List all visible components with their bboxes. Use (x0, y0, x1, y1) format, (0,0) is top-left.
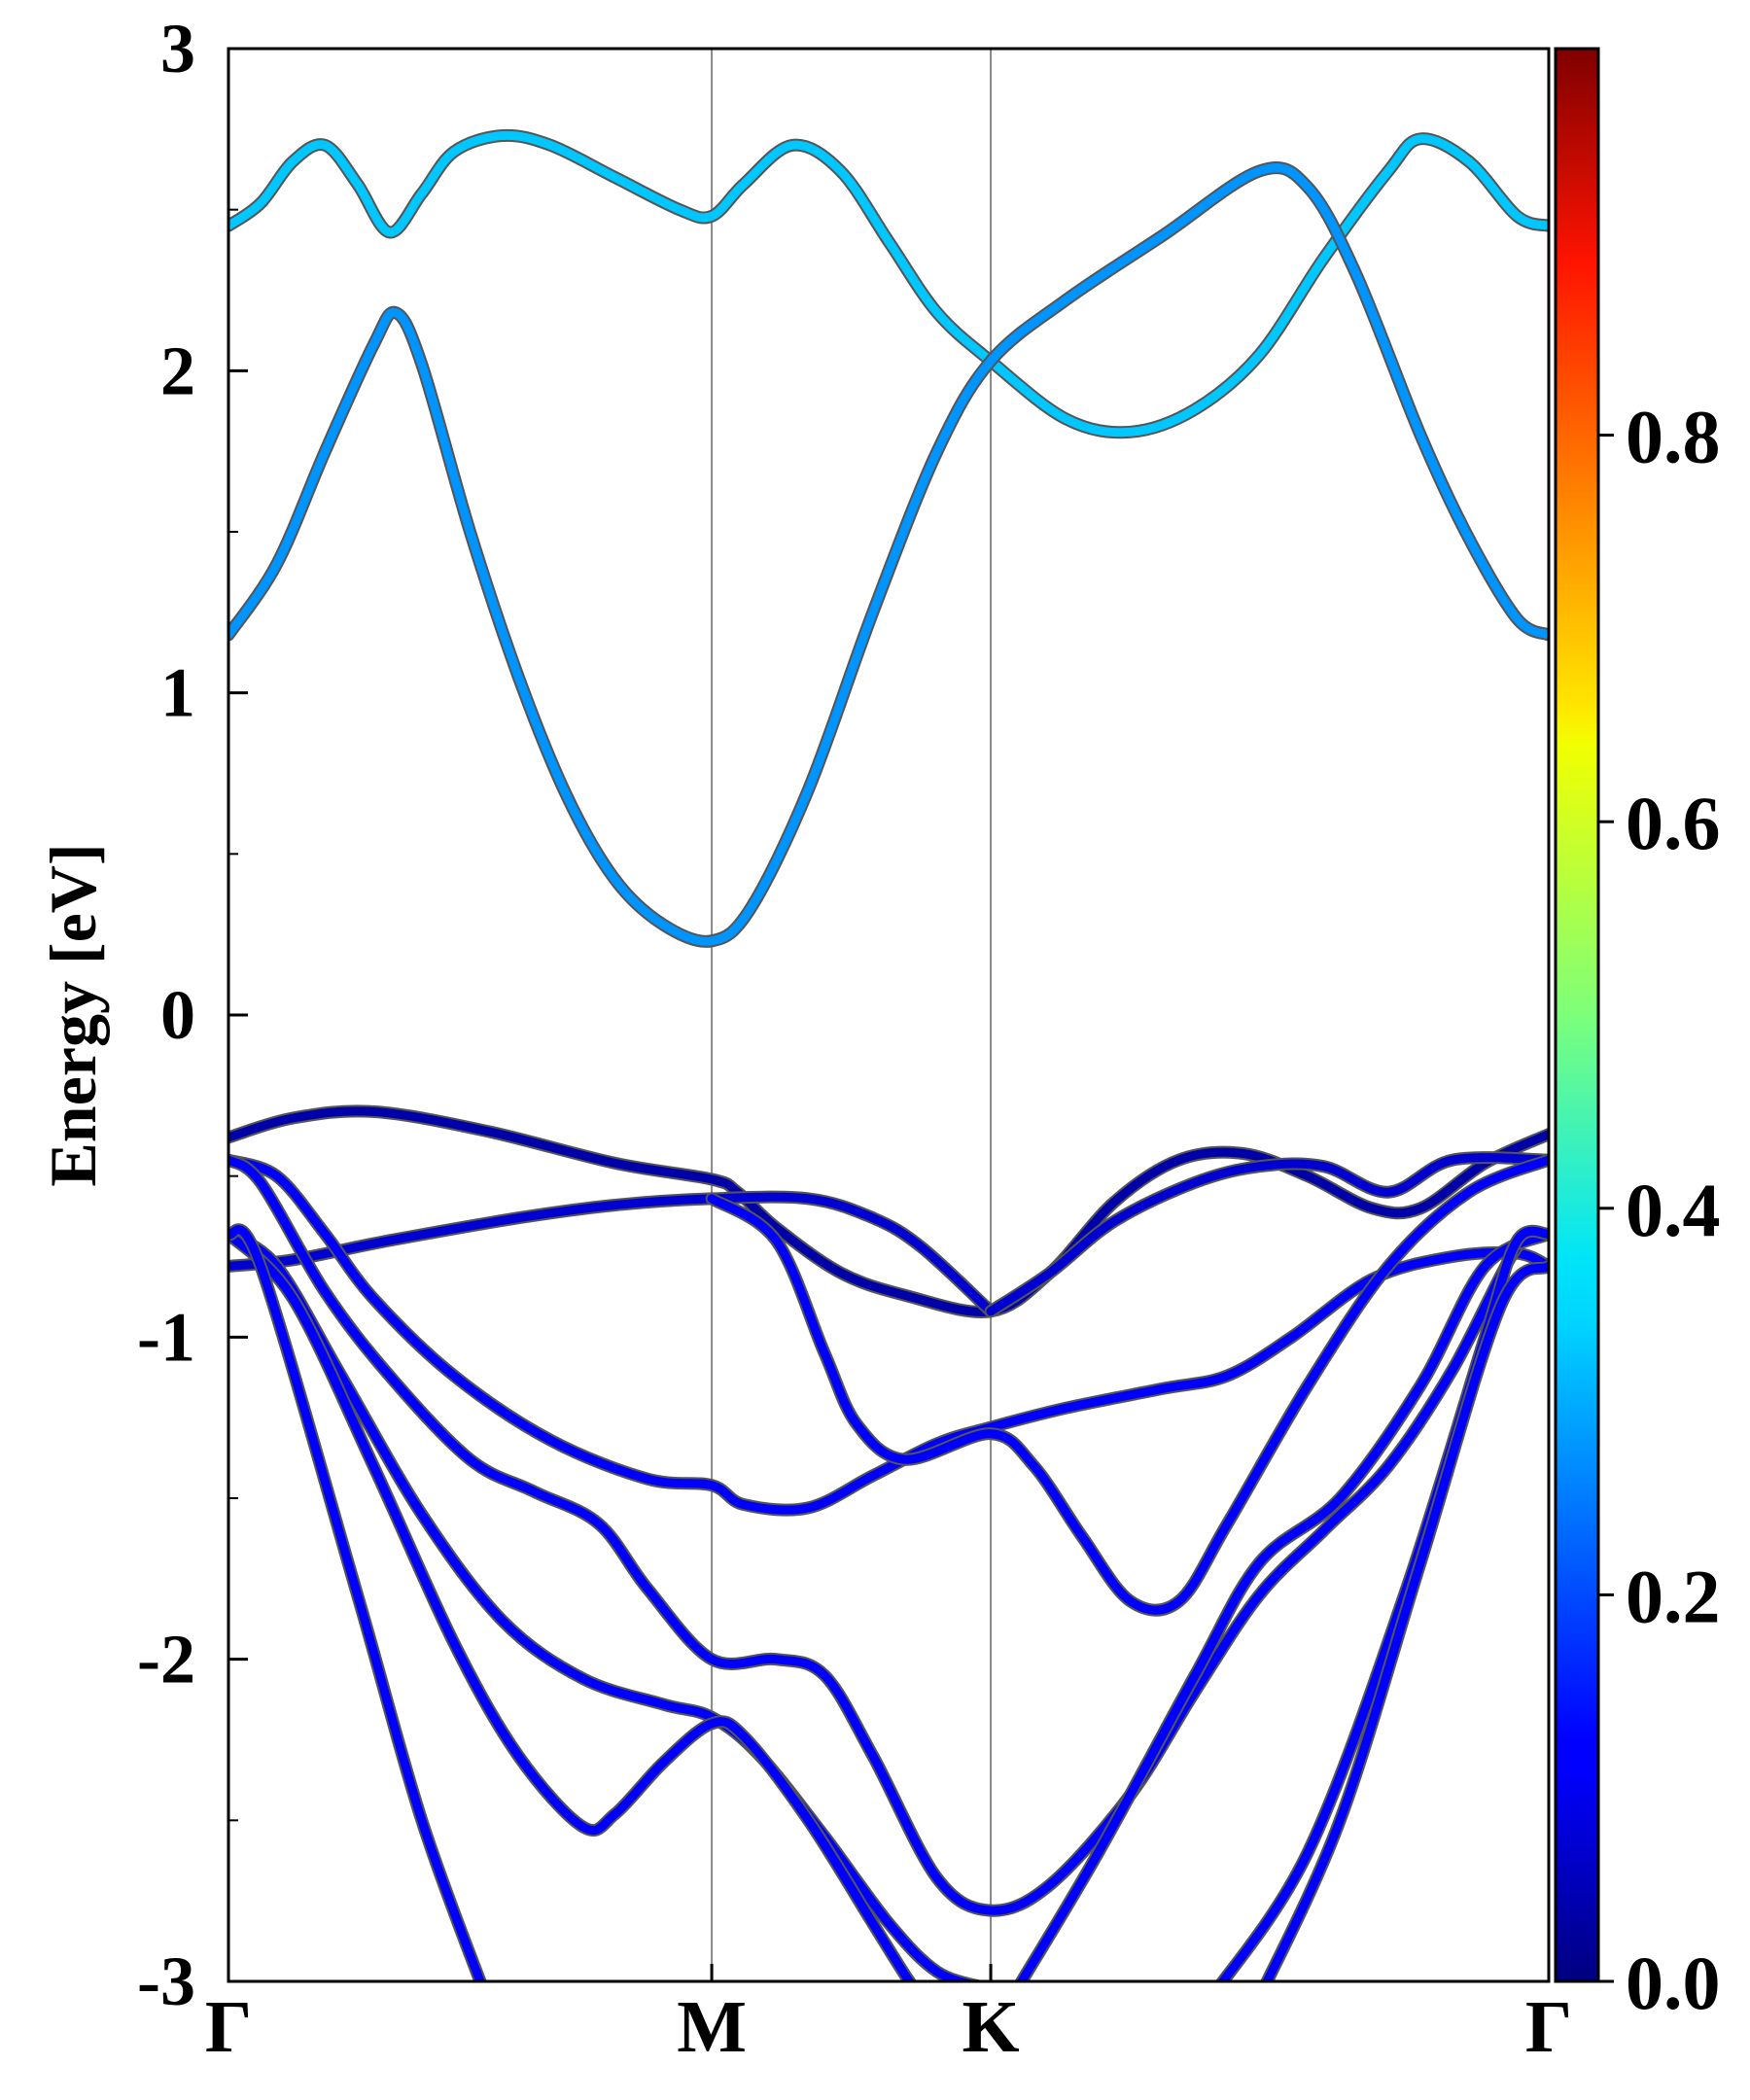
band-line (228, 1229, 978, 1981)
colorbar-tick-label: 0.2 (1626, 1554, 1721, 1638)
colorbar-tick-label: 0.6 (1626, 781, 1721, 865)
x-tick-label: Γ (1525, 1986, 1572, 2068)
y-tick-label: -3 (137, 1942, 195, 2020)
y-axis-label: Energy [eV] (36, 843, 110, 1186)
band-line (986, 1153, 1549, 1316)
y-tick-label: 1 (160, 654, 195, 732)
band-line (1262, 1261, 1549, 1981)
band-line (707, 1155, 1549, 1615)
band-line (228, 1155, 1549, 1515)
plot-area (228, 49, 1549, 1981)
x-tick-label: Γ (205, 1986, 252, 2068)
band-line (1016, 1229, 1549, 1981)
x-tick-label: M (677, 1986, 747, 2068)
colorbar-tick-label: 0.8 (1626, 395, 1721, 479)
y-axis: -3 -2 -1 0 1 2 3 (137, 10, 248, 2020)
band-line (228, 1155, 1549, 1915)
x-tick-label: K (962, 1986, 1019, 2068)
colorbar-tick-label: 0.0 (1626, 1941, 1721, 2025)
bands (228, 128, 1549, 1981)
band-line (228, 1229, 915, 1981)
y-tick-label: -2 (137, 1621, 195, 1698)
y-tick-label: -1 (137, 1298, 195, 1376)
colorbar-tick-label: 0.4 (1626, 1168, 1721, 1252)
band-line (228, 1225, 485, 1981)
colorbar: 0.0 0.2 0.4 0.6 0.8 (1554, 47, 1721, 2025)
y-tick-label: 3 (160, 10, 195, 88)
y-tick-label: 0 (160, 976, 195, 1054)
band-line (228, 163, 1549, 946)
colorbar-gradient (1554, 47, 1600, 1983)
band-line (228, 1106, 1549, 1316)
y-tick-label: 2 (160, 332, 195, 409)
